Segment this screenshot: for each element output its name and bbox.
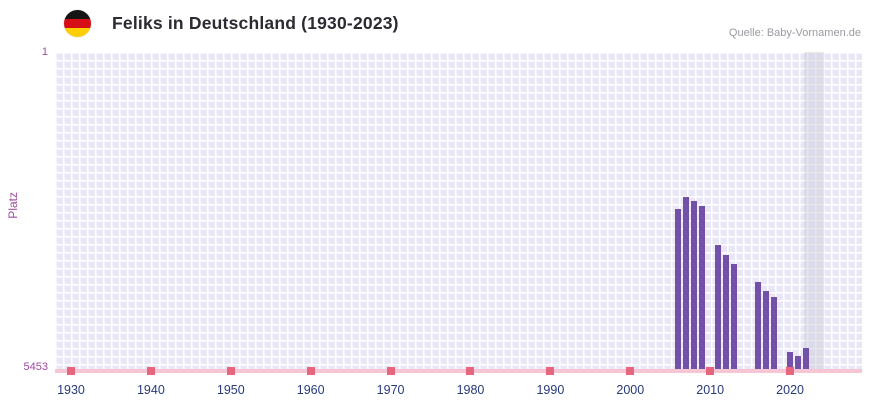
y-axis-top-label: 1 bbox=[41, 46, 48, 58]
bar-2018[interactable] bbox=[771, 296, 778, 370]
chart-title: Feliks in Deutschland (1930-2023) bbox=[112, 13, 399, 33]
x-axis-tick bbox=[546, 367, 555, 375]
bar-2021[interactable] bbox=[795, 355, 802, 370]
bar-2009[interactable] bbox=[699, 205, 706, 370]
source-credit: Quelle: Baby-Vornamen.de bbox=[728, 27, 861, 39]
x-axis-label: 1990 bbox=[536, 383, 565, 397]
bar-2011[interactable] bbox=[715, 245, 722, 370]
bar-2016[interactable] bbox=[755, 281, 762, 370]
x-axis-label: 1940 bbox=[136, 383, 165, 397]
x-axis-label: 2020 bbox=[776, 383, 804, 397]
bar-2013[interactable] bbox=[731, 263, 738, 370]
bar-2017[interactable] bbox=[763, 291, 770, 370]
y-axis-title: Platz bbox=[6, 192, 20, 219]
x-axis-tick bbox=[66, 367, 75, 375]
y-axis-bottom-label: 5453 bbox=[23, 361, 48, 373]
x-axis-tick bbox=[226, 367, 235, 375]
x-axis-label: 1970 bbox=[376, 383, 405, 397]
x-axis-label: 1980 bbox=[456, 383, 485, 397]
x-axis-label: 2010 bbox=[696, 383, 725, 397]
bar-2012[interactable] bbox=[723, 254, 730, 370]
x-axis-tick bbox=[466, 367, 475, 375]
plot-area[interactable] bbox=[55, 52, 862, 370]
x-axis-line bbox=[55, 369, 862, 373]
x-axis-tick bbox=[626, 367, 635, 375]
bar-2008[interactable] bbox=[691, 200, 698, 370]
x-axis-tick bbox=[146, 367, 155, 375]
bar-2006[interactable] bbox=[675, 208, 682, 370]
highlight-band bbox=[804, 52, 825, 370]
x-axis-tick bbox=[786, 367, 795, 375]
bar-2007[interactable] bbox=[683, 196, 690, 370]
x-axis-label: 1930 bbox=[57, 383, 85, 397]
x-axis-label: 1960 bbox=[296, 383, 325, 397]
x-axis-tick bbox=[706, 367, 715, 375]
bar-2020[interactable] bbox=[787, 351, 794, 370]
x-axis-tick bbox=[306, 367, 315, 375]
germany-flag-icon bbox=[64, 10, 91, 37]
x-axis-label: 1950 bbox=[216, 383, 245, 397]
x-axis-tick bbox=[386, 367, 395, 375]
x-axis-label: 2000 bbox=[616, 383, 645, 397]
bar-2022[interactable] bbox=[803, 348, 810, 370]
